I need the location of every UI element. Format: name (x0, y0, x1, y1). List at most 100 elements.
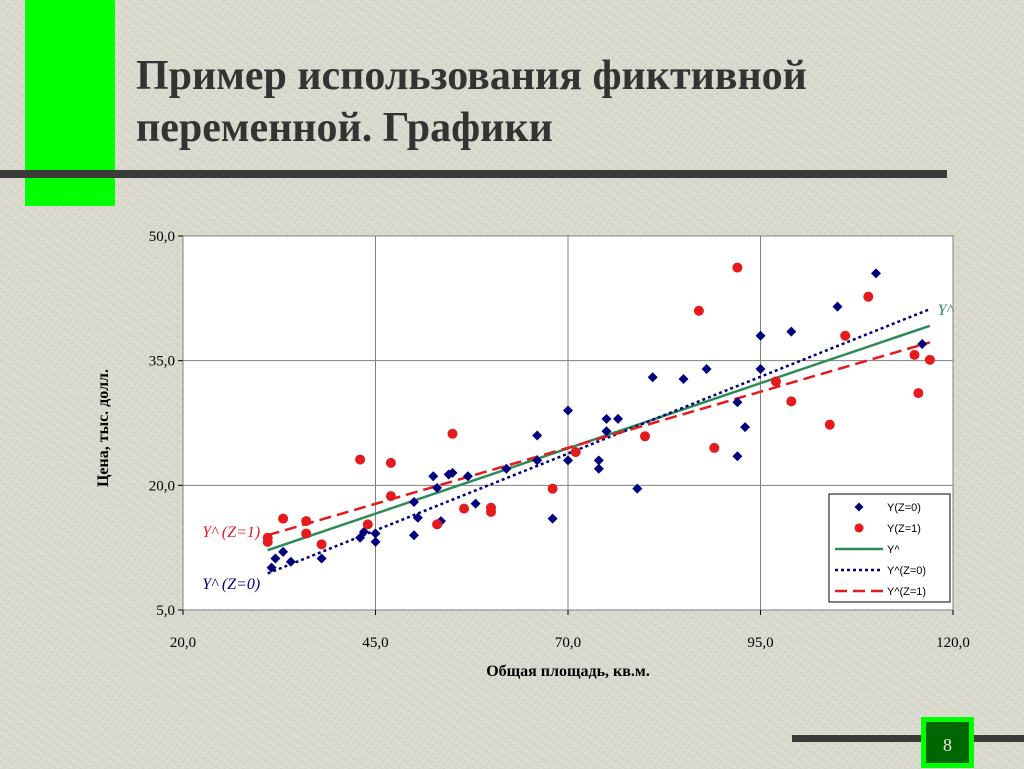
y-tick-label: 5,0 (156, 603, 175, 619)
data-point-z0 (755, 363, 766, 374)
data-point-z1 (459, 503, 470, 514)
data-point-z0 (370, 528, 381, 539)
data-point-z1 (824, 419, 835, 430)
slide-title: Пример использования фиктивной переменно… (136, 53, 807, 151)
legend-marker (854, 523, 864, 533)
data-point-z0 (285, 556, 296, 567)
data-point-z1 (355, 454, 366, 465)
x-axis-label: Общая площадь, кв.м. (486, 663, 650, 680)
data-point-z1 (863, 291, 874, 302)
chart-legend: Y(Z=0) Y(Z=1) Y^ Y^(Z=0) Y^(Z=1) (828, 493, 951, 603)
y-tick-label: 20,0 (149, 478, 175, 494)
grid-lines (183, 236, 953, 610)
data-point-z0 (547, 513, 558, 524)
data-point-z0 (409, 530, 419, 541)
data-point-z1 (278, 513, 289, 524)
data-point-z0 (563, 405, 573, 416)
data-point-z0 (358, 526, 369, 537)
legend-label: Y^(Z=0) (887, 565, 926, 577)
data-point-z1 (570, 447, 581, 458)
data-point-z0 (732, 397, 743, 408)
data-point-z0 (740, 422, 751, 433)
data-point-z0 (470, 498, 481, 509)
data-point-z1 (262, 532, 273, 543)
data-point-z0 (409, 496, 419, 507)
footer-divider-bar (792, 735, 1024, 742)
data-point-z0 (701, 363, 712, 374)
data-point-z0 (917, 339, 928, 350)
data-point-z1 (640, 431, 650, 442)
x-tick-label: 45,0 (362, 635, 388, 651)
legend-marker (854, 502, 864, 512)
data-point-z0 (432, 482, 443, 493)
legend-label: Y(Z=1) (887, 523, 921, 535)
data-point-z0 (563, 455, 573, 466)
data-point-z0 (632, 483, 643, 494)
data-point-z1 (770, 376, 781, 387)
page-number: 8 (926, 722, 969, 763)
data-point-z0 (601, 413, 612, 424)
x-tick-label: 20,0 (170, 635, 196, 651)
x-tick-label: 70,0 (555, 635, 581, 651)
data-point-z0 (447, 467, 458, 478)
data-point-z1 (301, 516, 312, 527)
title-divider-bar (0, 170, 947, 178)
data-point-z0 (601, 426, 612, 437)
line-annotation: Y^ (Z=1) (202, 524, 260, 541)
data-point-z1 (924, 354, 935, 365)
y-axis-label: Цена, тыс. долл. (95, 369, 112, 487)
y-tick-label: 35,0 (149, 354, 175, 370)
data-point-z1 (693, 305, 704, 316)
data-point-z1 (786, 396, 797, 407)
data-point-z1 (709, 442, 720, 453)
data-point-z0 (593, 463, 604, 474)
data-point-z0 (678, 373, 689, 384)
data-point-z1 (385, 491, 396, 502)
data-point-z1 (840, 330, 851, 341)
data-point-z0 (270, 553, 281, 564)
y-tick-label: 50,0 (149, 229, 175, 245)
legend-label: Y^(Z=1) (887, 586, 926, 598)
regression-lines (267, 307, 931, 575)
data-point-z1 (432, 519, 443, 530)
data-point-z0 (732, 451, 743, 462)
regression-line (267, 307, 931, 575)
data-point-z0 (370, 536, 381, 547)
data-points (262, 262, 935, 573)
data-point-z1 (486, 502, 496, 513)
data-point-z0 (412, 512, 423, 523)
data-point-z1 (909, 349, 920, 360)
data-point-z0 (532, 455, 543, 466)
data-point-z0 (832, 301, 843, 312)
data-point-z1 (301, 528, 312, 539)
data-point-z1 (547, 483, 558, 494)
regression-line (267, 341, 931, 537)
data-point-z0 (266, 562, 277, 573)
data-point-z0 (501, 463, 512, 474)
axis-ticks: 20,0 45,0 70,0 95,0 120,0 5,0 20,0 35,0 50,0 (149, 229, 970, 651)
data-point-z0 (316, 553, 327, 564)
data-point-z1 (385, 457, 396, 468)
line-annotation: Y^ (938, 302, 955, 319)
data-point-z1 (362, 519, 373, 530)
x-tick-label: 120,0 (936, 635, 970, 651)
line-labels: Y^ Y^ (Z=1) Y^ (Z=0) (202, 302, 954, 593)
data-point-z0 (755, 330, 766, 341)
legend-label: Y^ (887, 544, 900, 556)
data-point-z1 (447, 428, 458, 439)
data-point-z0 (613, 413, 624, 424)
data-point-z0 (593, 455, 604, 466)
data-point-z0 (647, 372, 658, 383)
data-point-z1 (913, 388, 924, 399)
data-point-z0 (428, 471, 439, 482)
x-tick-label: 95,0 (747, 635, 773, 651)
data-point-z0 (462, 471, 473, 482)
data-point-z1 (316, 539, 327, 550)
data-point-z0 (871, 268, 881, 279)
data-point-z0 (278, 546, 289, 557)
line-annotation: Y^ (Z=0) (202, 576, 260, 593)
legend-label: Y(Z=0) (887, 502, 921, 514)
data-point-z1 (732, 262, 743, 273)
data-point-z0 (786, 326, 797, 337)
